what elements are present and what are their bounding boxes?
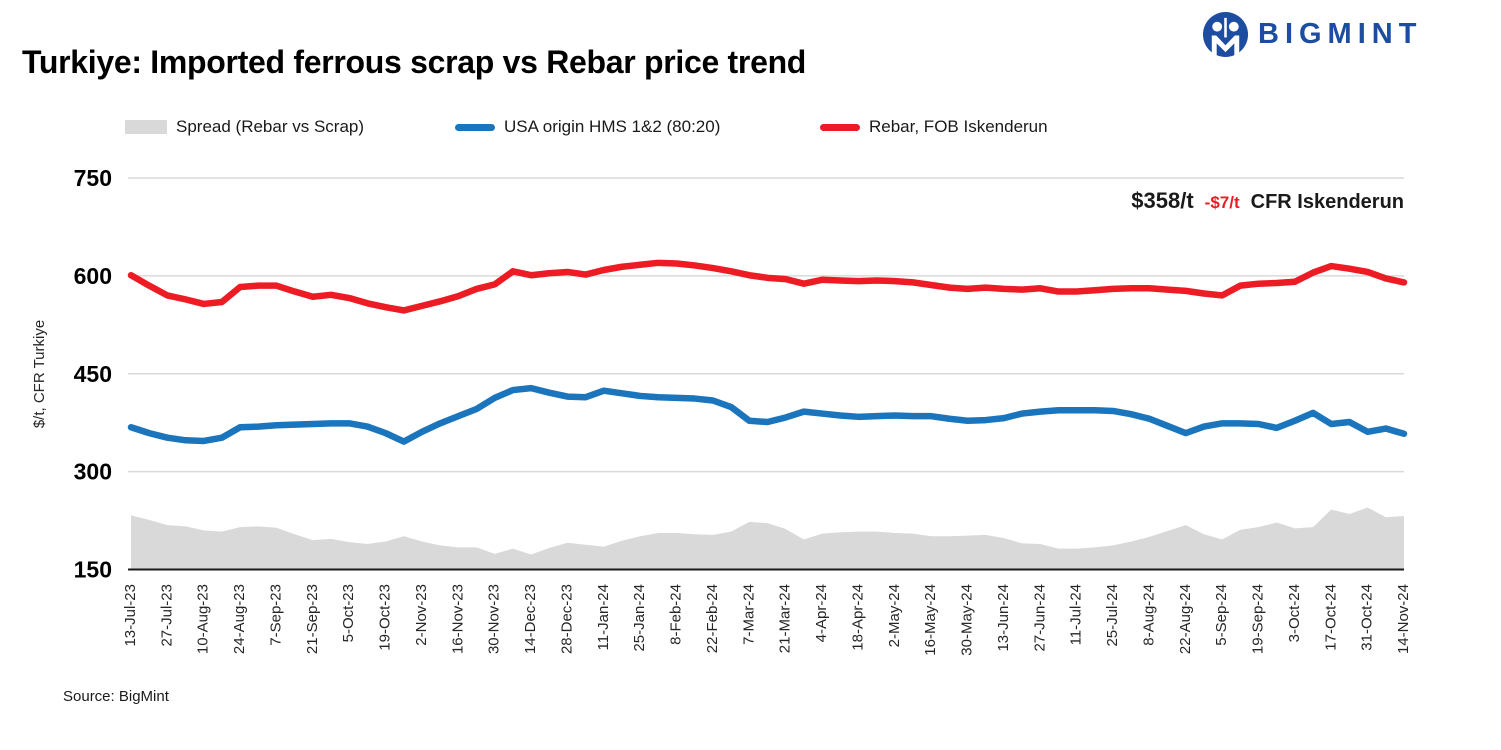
x-axis-label: 21-Sep-23 — [304, 584, 321, 654]
price-change: -$7/t — [1204, 193, 1240, 212]
y-axis-label: 150 — [74, 557, 112, 583]
y-axis-label: 750 — [74, 165, 112, 191]
x-axis-label: 21-Mar-24 — [777, 584, 794, 653]
x-axis-label: 22-Feb-24 — [704, 584, 721, 653]
x-axis-label: 2-May-24 — [886, 584, 903, 647]
y-axis-label: 450 — [74, 361, 112, 387]
x-axis-label: 14-Dec-23 — [522, 584, 539, 654]
legend-item-rebar: Rebar, FOB Iskenderun — [820, 117, 1048, 137]
chart-legend: Spread (Rebar vs Scrap) USA origin HMS 1… — [0, 117, 1501, 143]
price-value: $358/t — [1131, 188, 1194, 213]
legend-item-scrap: USA origin HMS 1&2 (80:20) — [455, 117, 720, 137]
x-axis-label: 14-Nov-24 — [1395, 584, 1412, 654]
spread-area — [131, 507, 1404, 570]
x-axis-label: 27-Jul-23 — [158, 584, 175, 647]
bigmint-logo: BIGMINT — [1202, 11, 1422, 58]
x-axis-label: 22-Aug-24 — [1177, 584, 1194, 654]
price-callout: $358/t -$7/t CFR Iskenderun — [1131, 188, 1404, 214]
bigmint-logo-text: BIGMINT — [1258, 18, 1423, 50]
y-axis-label: 600 — [74, 263, 112, 289]
x-axis-label: 19-Sep-24 — [1250, 584, 1267, 654]
x-axis-label: 8-Aug-24 — [1140, 584, 1157, 646]
rebar-line — [127, 259, 1408, 314]
x-axis-label: 17-Oct-24 — [1322, 584, 1339, 651]
x-axis-label: 8-Feb-24 — [668, 584, 685, 645]
bigmint-logo-icon — [1202, 11, 1249, 58]
x-axis-label: 11-Jul-24 — [1068, 584, 1085, 645]
spread-swatch-icon — [125, 120, 167, 134]
rebar-line-swatch-icon — [820, 123, 860, 131]
x-axis-label: 25-Jul-24 — [1104, 584, 1121, 647]
x-axis-label: 3-Oct-24 — [1286, 584, 1303, 642]
x-axis-label: 2-Nov-23 — [413, 584, 430, 646]
x-axis-label: 7-Mar-24 — [740, 584, 757, 645]
x-axis-label: 28-Dec-23 — [558, 584, 575, 654]
x-axis-label: 16-May-24 — [922, 584, 939, 656]
x-axis-label: 30-May-24 — [959, 584, 976, 656]
y-axis-title: $/t, CFR Turkiye — [31, 320, 48, 428]
legend-item-spread: Spread (Rebar vs Scrap) — [125, 117, 364, 137]
x-axis-label: 5-Sep-24 — [1213, 584, 1230, 646]
x-axis-label: 25-Jan-24 — [631, 584, 648, 652]
x-axis-label: 4-Apr-24 — [813, 584, 830, 642]
x-axis-label: 24-Aug-23 — [231, 584, 248, 654]
price-location: CFR Iskenderun — [1250, 191, 1404, 213]
scrap-line — [127, 384, 1408, 445]
x-axis-label: 30-Nov-23 — [486, 584, 503, 654]
legend-label-rebar: Rebar, FOB Iskenderun — [869, 117, 1048, 136]
x-axis-label: 31-Oct-24 — [1359, 584, 1376, 651]
x-axis-label: 13-Jun-24 — [995, 584, 1012, 652]
x-axis-label: 27-Jun-24 — [1031, 584, 1048, 652]
source-note: Source: BigMint — [63, 688, 169, 705]
y-axis-label: 300 — [74, 459, 112, 485]
x-axis-label: 18-Apr-24 — [849, 584, 866, 651]
x-axis-label: 19-Oct-23 — [377, 584, 394, 651]
page-title: Turkiye: Imported ferrous scrap vs Rebar… — [22, 44, 807, 80]
legend-label-spread: Spread (Rebar vs Scrap) — [176, 117, 365, 136]
x-axis-label: 7-Sep-23 — [267, 584, 284, 646]
x-axis-label: 10-Aug-23 — [195, 584, 212, 654]
x-axis-label: 16-Nov-23 — [449, 584, 466, 654]
x-axis-label: 5-Oct-23 — [340, 584, 357, 642]
x-axis-label: 13-Jul-23 — [122, 584, 139, 647]
legend-label-scrap: USA origin HMS 1&2 (80:20) — [504, 117, 721, 136]
x-axis-label: 11-Jan-24 — [595, 584, 612, 650]
scrap-line-swatch-icon — [455, 123, 495, 131]
